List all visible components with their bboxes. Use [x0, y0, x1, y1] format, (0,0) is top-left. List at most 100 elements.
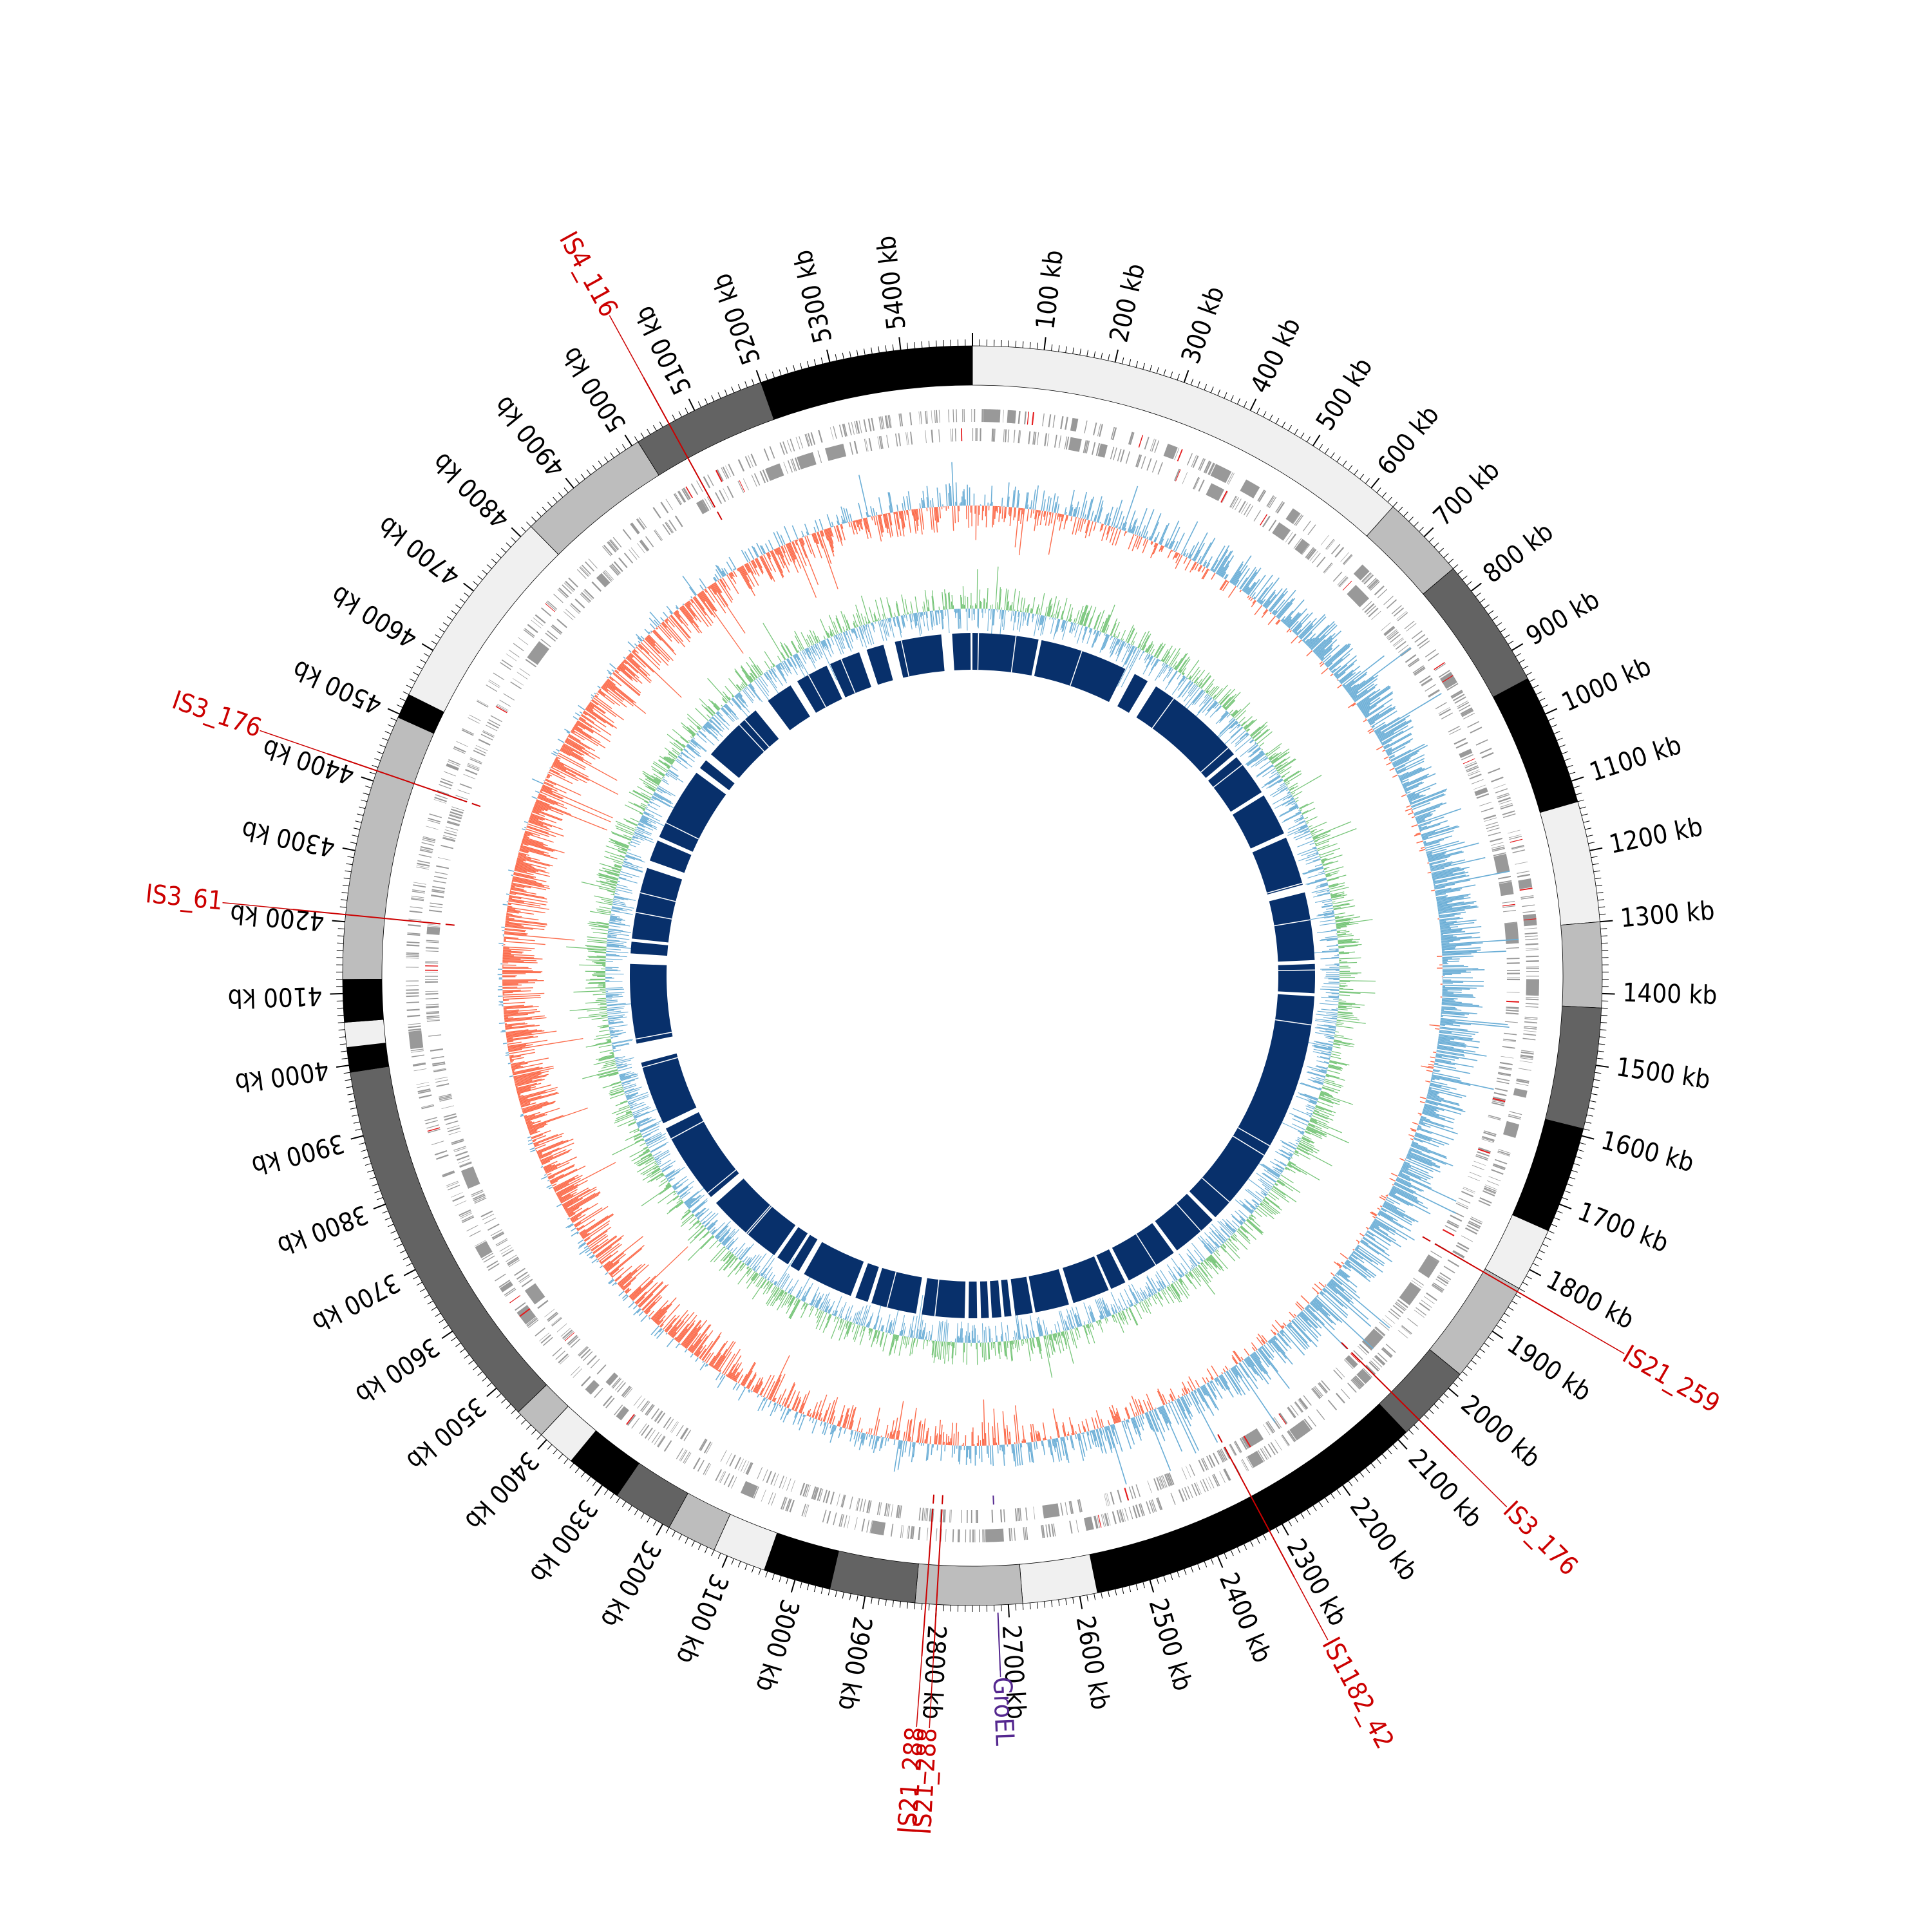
minor-tick [1135, 1584, 1139, 1591]
minor-tick [1535, 1256, 1542, 1260]
synteny-break-line [1200, 747, 1229, 773]
annotation-connector [929, 1657, 934, 1728]
synteny-block [1096, 1249, 1126, 1289]
minor-tick [1566, 764, 1573, 768]
minor-tick [345, 870, 352, 873]
tick-label: 3100 kb [670, 1569, 734, 1668]
minor-tick [1542, 704, 1549, 708]
minor-tick [1539, 1250, 1546, 1254]
minor-tick [1564, 1190, 1571, 1193]
minor-tick [751, 379, 755, 385]
tick-label: 2000 kb [1455, 1390, 1546, 1474]
synteny-break-line [1213, 764, 1243, 788]
minor-tick [936, 340, 937, 347]
minor-tick [1585, 1121, 1592, 1124]
ideogram-band [638, 382, 775, 476]
minor-tick [1424, 1414, 1429, 1419]
major-tick [1470, 582, 1482, 592]
synteny-block [895, 634, 945, 678]
minor-tick [1586, 1114, 1593, 1117]
is-element-marker [445, 923, 455, 926]
minor-tick [711, 395, 715, 402]
is-element-marker [1341, 1341, 1349, 1350]
synteny-block [1189, 994, 1315, 1218]
minor-tick [678, 411, 682, 417]
tick-label: 2900 kb [832, 1615, 877, 1712]
minor-tick [359, 806, 366, 810]
tick-label: 4300 kb [239, 815, 337, 862]
minor-tick [406, 1263, 413, 1267]
minor-tick [1592, 863, 1599, 866]
minor-tick [558, 492, 564, 498]
minor-tick [1210, 386, 1214, 393]
major-tick [688, 398, 696, 411]
synteny-break-line [636, 911, 672, 920]
minor-tick [1569, 772, 1576, 775]
minor-tick [1573, 785, 1580, 788]
major-tick [373, 1203, 386, 1210]
minor-tick [374, 758, 381, 761]
tick-label: 5200 kb [707, 269, 767, 368]
minor-tick [914, 1602, 916, 1609]
minor-tick [353, 828, 360, 830]
ideogram-band [342, 978, 384, 1023]
major-tick [594, 1484, 603, 1496]
tick-label: 5100 kb [629, 301, 697, 399]
minor-tick [1359, 1472, 1365, 1478]
minor-tick [369, 772, 376, 775]
minor-tick [1156, 367, 1159, 374]
minor-tick [390, 1230, 397, 1234]
major-tick [1397, 1439, 1408, 1450]
synteny-block [871, 1267, 922, 1314]
synteny-block [1112, 1223, 1174, 1281]
minor-tick [878, 346, 880, 353]
minor-tick [1579, 1142, 1586, 1145]
major-tick [1595, 1065, 1609, 1068]
is-element-label: IS21_259 [1618, 1340, 1725, 1419]
tick-label: 4400 kb [259, 733, 358, 790]
is-element-marker [471, 802, 481, 808]
minor-tick [343, 877, 350, 880]
minor-tick [1583, 820, 1590, 823]
minor-tick [1585, 828, 1592, 830]
ideogram-band [1539, 801, 1600, 925]
tick-label: 1200 kb [1607, 812, 1705, 860]
tick-label: 3800 kb [273, 1199, 372, 1261]
minor-tick [1593, 870, 1600, 873]
is-element-label: IS4_116 [553, 227, 623, 321]
major-tick [1511, 643, 1524, 651]
minor-tick [553, 1449, 558, 1455]
minor-tick [451, 1336, 457, 1341]
synteny-break-line [744, 719, 770, 748]
minor-tick [1511, 1300, 1518, 1305]
minor-tick [1515, 653, 1522, 657]
synteny-block [632, 867, 683, 943]
minor-tick [616, 1497, 621, 1504]
tick-label: 4900 kb [488, 390, 571, 482]
synteny-break-line [707, 1169, 737, 1194]
minor-tick [506, 1404, 511, 1409]
major-tick [721, 1555, 728, 1568]
synteny-block [830, 652, 871, 697]
major-tick [1149, 1580, 1155, 1593]
synteny-break-line [739, 724, 765, 752]
minor-tick [1598, 1043, 1605, 1045]
minor-tick [704, 1547, 708, 1553]
minor-tick [1551, 724, 1558, 728]
minor-tick [355, 820, 362, 823]
minor-tick [1263, 411, 1267, 417]
minor-tick [1275, 1527, 1280, 1534]
minor-tick [1381, 1454, 1387, 1459]
minor-tick [558, 1454, 564, 1459]
minor-tick [1434, 1404, 1439, 1409]
tick-label: 4100 kb [227, 981, 323, 1013]
minor-tick [1539, 697, 1546, 701]
minor-tick [849, 351, 851, 358]
synteny-break-line [665, 822, 699, 840]
minor-tick [1263, 1534, 1267, 1540]
major-tick [342, 847, 355, 851]
synteny-break-line [1010, 636, 1017, 672]
minor-tick [435, 634, 441, 639]
synteny-block [659, 772, 726, 852]
tick-label: 5000 kb [556, 342, 632, 437]
